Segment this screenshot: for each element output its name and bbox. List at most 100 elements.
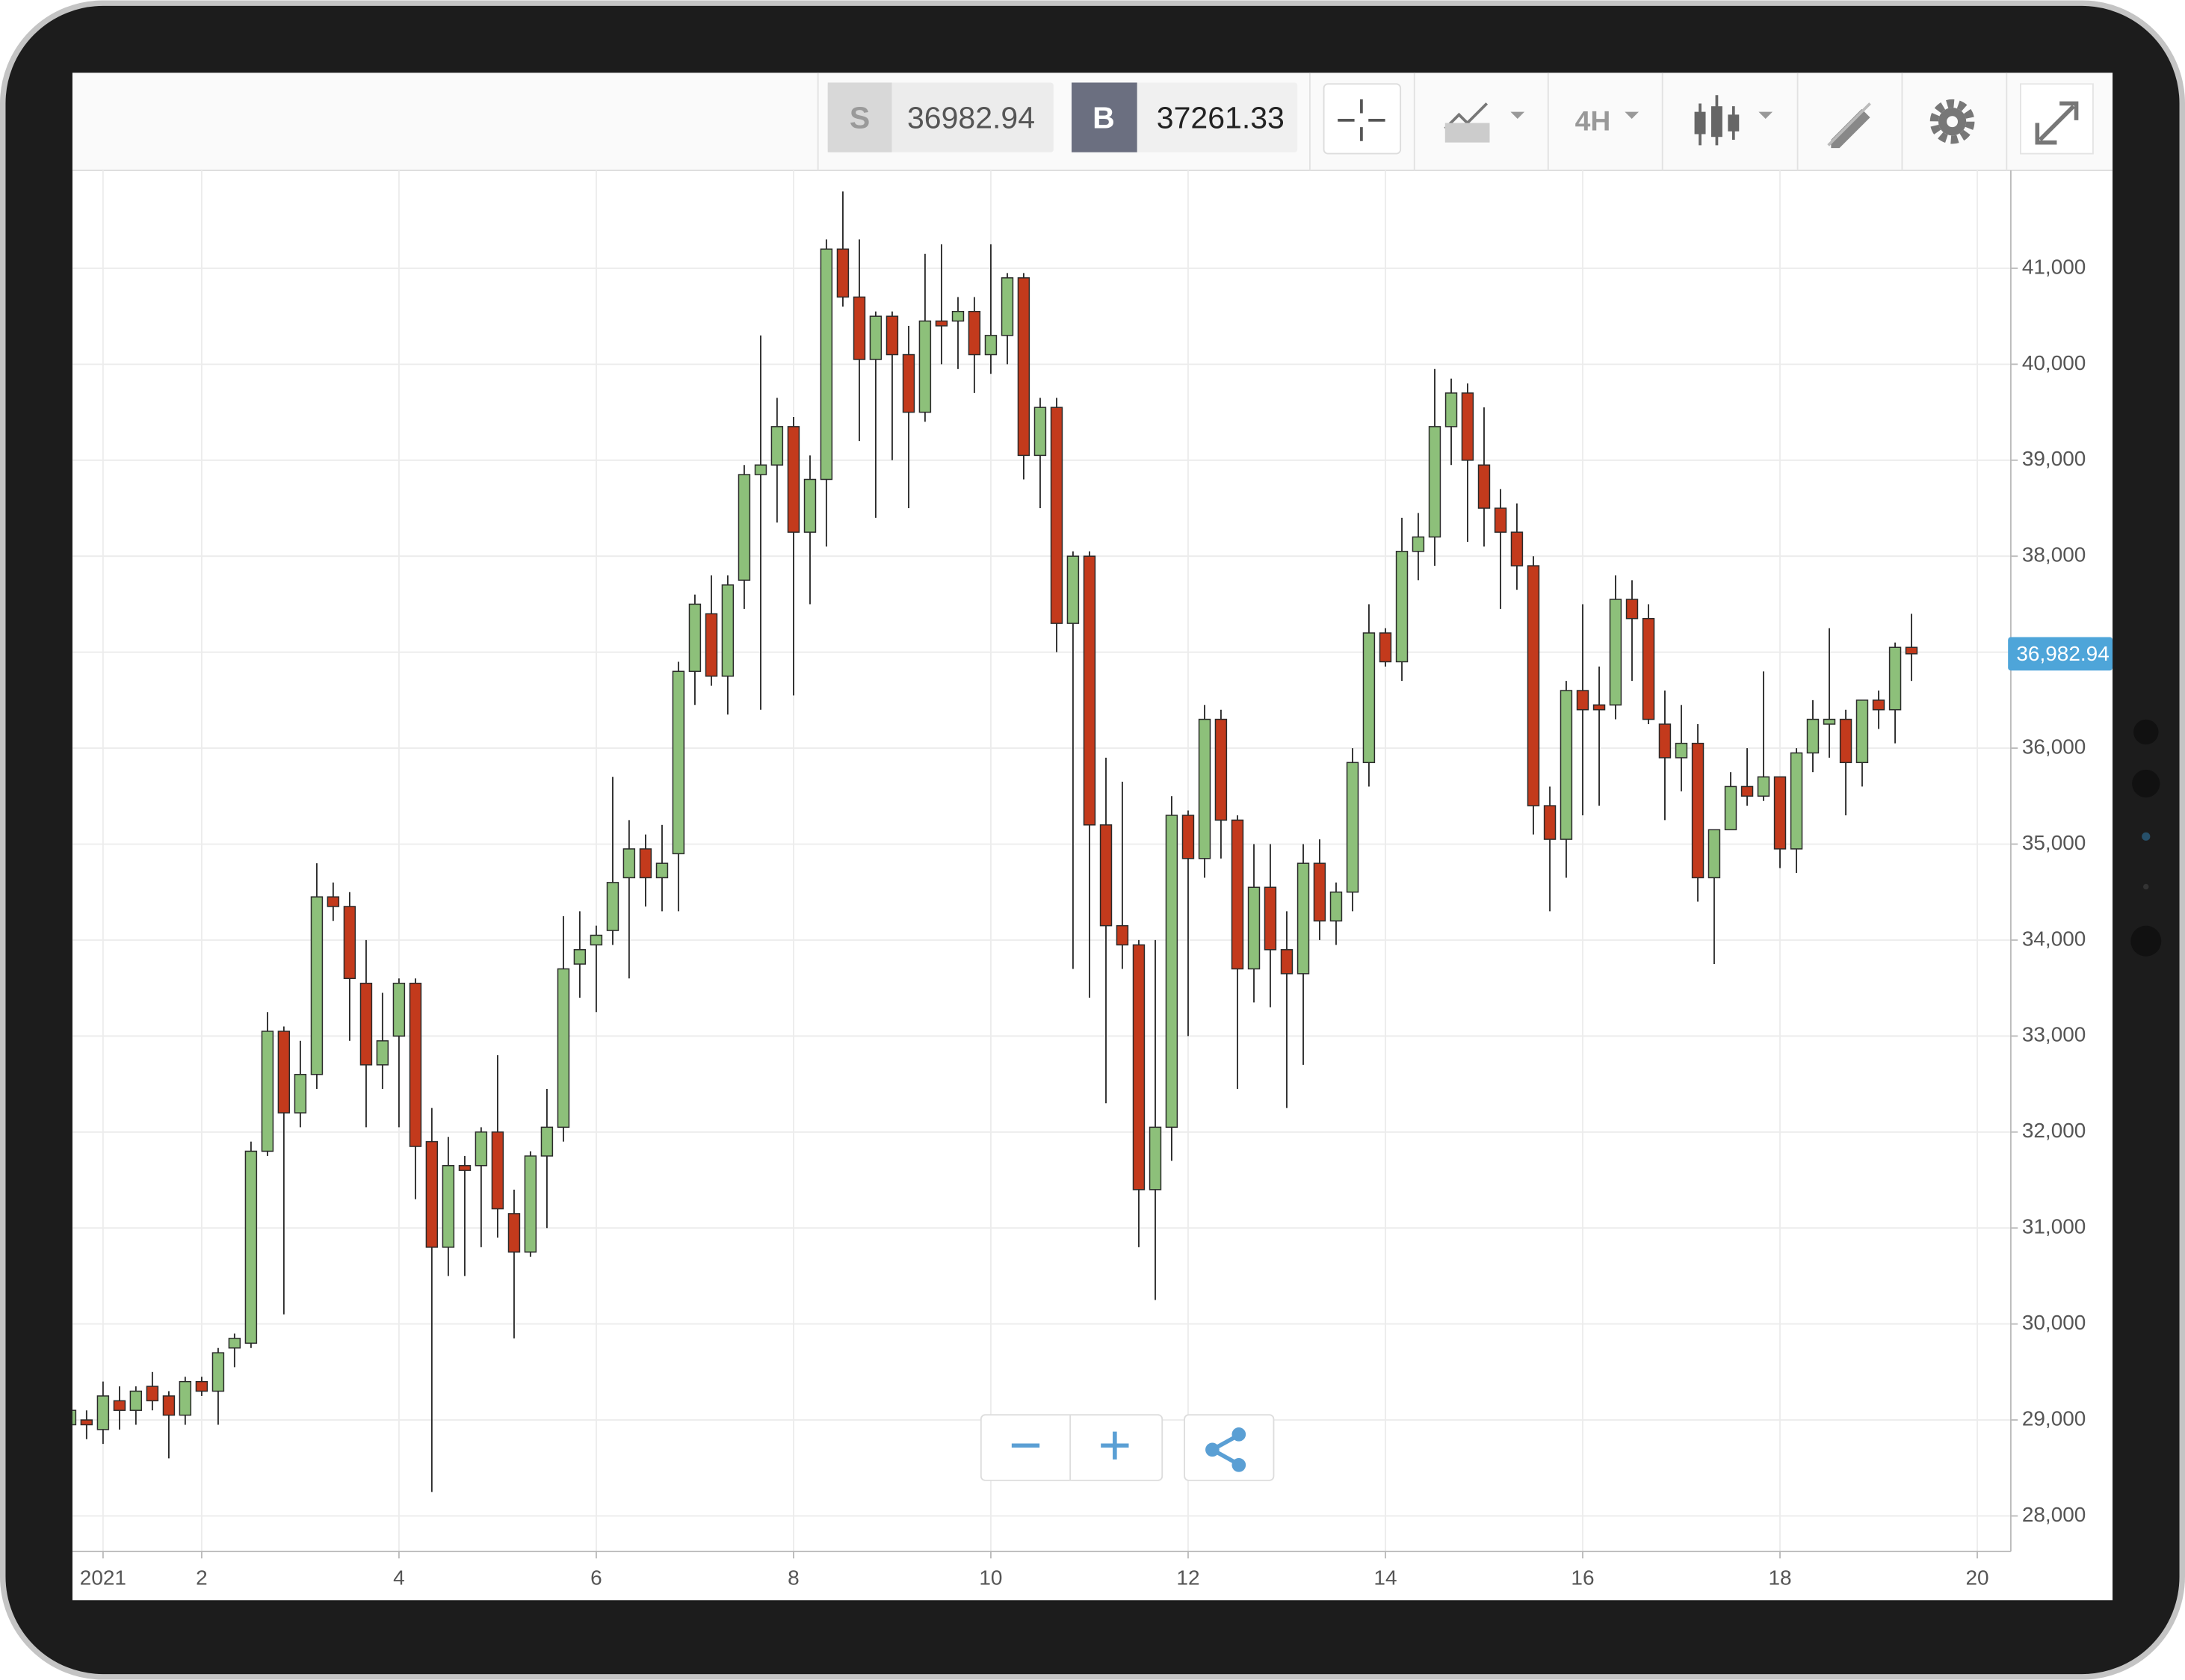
candle-body [310,896,324,1075]
buy-button[interactable]: B 37261.33 [1072,82,1298,152]
line-icon [1444,102,1489,130]
candle-body [1609,599,1622,706]
candle-body [1149,1126,1162,1190]
share-button[interactable] [1205,1427,1246,1472]
candles-icon [1694,111,1706,135]
sell-label-box [827,82,892,152]
candle-body [1247,886,1261,970]
candle-body [1362,632,1376,764]
candle-body [392,982,406,1037]
candle-body [820,248,833,481]
candle-body [294,1073,307,1114]
share-icon [1231,1458,1246,1472]
candle-body [1198,718,1211,859]
candle-body [1066,555,1080,624]
candle-body [672,670,685,855]
candle-body [655,862,669,879]
candle-body [1165,815,1178,1128]
draw-button[interactable] [1827,102,1871,149]
y-tick-label: 35,000 [2022,831,2086,854]
candle-body [968,311,981,356]
candle-body [1313,862,1326,921]
zoom-in[interactable] [1101,1431,1129,1460]
gear-teeth [1929,99,1975,144]
chart-type-button[interactable] [1444,102,1525,143]
candle-body [1724,785,1737,830]
candle-body [409,982,422,1147]
gear-hole [1947,116,1959,128]
candle-body [113,1400,126,1411]
candle-body [1231,819,1244,970]
caret [1510,111,1525,119]
candle-body [754,464,767,475]
candle-body [1691,742,1705,879]
candles [72,191,1918,1492]
x-tick-label: 4 [393,1566,405,1590]
crosshair-button[interactable] [1323,83,1402,155]
caret [1625,111,1639,119]
timeframe: 4H [1575,105,1611,136]
candle-body [1757,776,1770,797]
x-tick-label: 8 [788,1566,800,1590]
candle-body [524,1155,537,1253]
candle-body [1855,700,1869,764]
candle-body [1461,392,1474,461]
candle-body [1395,551,1409,663]
candle-body [853,296,866,360]
y-tick-label: 33,000 [2022,1023,2086,1046]
candle-body [277,1031,291,1114]
crosshair-icon [1338,99,1385,141]
candle-body [1214,718,1228,821]
sell-label: S [850,101,870,135]
camera [2142,832,2151,841]
candle-body [359,982,373,1066]
candles-icon [1728,114,1740,132]
pencil-icon [1831,108,1870,149]
candle-body [770,426,784,466]
candle-body [688,603,702,673]
y-tick-label: 29,000 [2022,1406,2086,1430]
candle-body [1477,464,1491,509]
candle-body [540,1126,554,1157]
candle-body [622,848,636,879]
y-tick-label: 36,000 [2022,735,2086,758]
share-icon [1205,1442,1220,1457]
share-box [1184,1414,1275,1481]
candle-body [327,896,340,907]
y-tick-label: 31,000 [2022,1215,2086,1238]
candle-body [1905,646,1918,655]
x-tick-label: 16 [1571,1566,1594,1590]
x-tick-label: 10 [979,1566,1002,1590]
candle-body [491,1131,504,1210]
candle-body [1116,924,1129,946]
candle-body [1576,690,1589,711]
candle-body [984,335,998,356]
candle-body [507,1213,521,1253]
fullscreen-button[interactable] [2020,83,2094,155]
x-tick-label: 20 [1965,1566,1988,1590]
candle-body [1132,944,1146,1190]
settings-button[interactable] [1929,99,1975,144]
candle-body [475,1131,488,1167]
candle-body [1888,646,1902,711]
button-box [2020,83,2094,155]
candle-body [1592,704,1606,711]
sensor [2130,925,2162,957]
x-tick-label: 14 [1373,1566,1397,1590]
candle-body [376,1040,389,1066]
candle-body [1790,752,1803,850]
timeframe-button[interactable]: 4H [1575,105,1639,136]
candle-body [162,1395,176,1416]
candle-body [1839,718,1852,764]
candle-body [1494,507,1507,533]
candle-body [1017,277,1030,457]
candle-style-button[interactable] [1694,95,1773,146]
candle-body [1264,886,1277,951]
x-tick-label: 18 [1768,1566,1791,1590]
candle-body [902,353,915,413]
candle-body [244,1150,258,1344]
sell-button[interactable]: S 36982.94 [827,82,1054,152]
candles-icon [1710,106,1722,138]
zoom-box [980,1414,1163,1481]
